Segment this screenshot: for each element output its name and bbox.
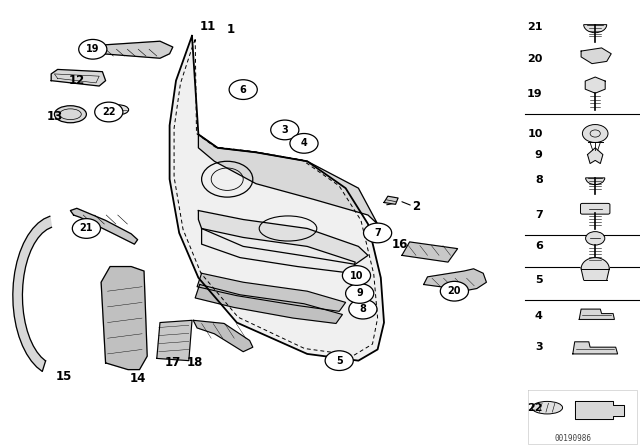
Circle shape	[349, 299, 377, 319]
Text: 19: 19	[86, 44, 100, 54]
Polygon shape	[198, 134, 378, 224]
Text: 00190986: 00190986	[554, 434, 591, 443]
Text: 18: 18	[187, 356, 204, 370]
Polygon shape	[585, 77, 605, 93]
Polygon shape	[581, 258, 609, 269]
Polygon shape	[384, 196, 398, 204]
Circle shape	[229, 80, 257, 99]
Polygon shape	[588, 148, 603, 164]
Text: 1: 1	[227, 22, 234, 36]
Text: 20: 20	[527, 54, 543, 64]
Text: 17: 17	[164, 356, 181, 370]
Text: 9: 9	[535, 150, 543, 159]
Polygon shape	[170, 36, 384, 361]
Circle shape	[95, 102, 123, 122]
Polygon shape	[13, 216, 51, 371]
Circle shape	[586, 232, 605, 245]
Circle shape	[582, 125, 608, 142]
Polygon shape	[202, 228, 355, 273]
Polygon shape	[101, 267, 147, 370]
Circle shape	[364, 223, 392, 243]
Text: 7: 7	[374, 228, 381, 238]
Text: 14: 14	[129, 372, 146, 385]
Text: 22: 22	[102, 107, 116, 117]
Circle shape	[346, 284, 374, 303]
Text: 4: 4	[301, 138, 307, 148]
Text: 3: 3	[535, 342, 543, 352]
Wedge shape	[584, 25, 607, 33]
Polygon shape	[157, 320, 192, 361]
Text: 16: 16	[392, 237, 408, 251]
Ellipse shape	[54, 106, 86, 123]
Text: 10: 10	[349, 271, 364, 280]
Text: 2: 2	[412, 199, 420, 213]
Polygon shape	[402, 242, 458, 262]
Text: 5: 5	[336, 356, 342, 366]
Text: 8: 8	[535, 175, 543, 185]
Polygon shape	[581, 269, 609, 280]
Text: 7: 7	[535, 210, 543, 220]
Polygon shape	[102, 41, 173, 58]
Text: 21: 21	[527, 22, 543, 32]
Text: 4: 4	[535, 311, 543, 321]
Polygon shape	[193, 320, 253, 352]
Ellipse shape	[108, 105, 129, 115]
Ellipse shape	[532, 401, 563, 414]
Text: 9: 9	[356, 289, 363, 298]
Text: 13: 13	[46, 110, 63, 123]
Circle shape	[440, 281, 468, 301]
Text: 20: 20	[447, 286, 461, 296]
Text: 11: 11	[200, 20, 216, 34]
Text: 10: 10	[527, 129, 543, 139]
Text: 5: 5	[535, 275, 543, 285]
Polygon shape	[51, 69, 106, 86]
Text: 12: 12	[68, 74, 85, 87]
Text: 19: 19	[527, 89, 543, 99]
Circle shape	[342, 266, 371, 285]
Circle shape	[79, 39, 107, 59]
FancyBboxPatch shape	[580, 203, 610, 214]
Polygon shape	[581, 48, 611, 64]
Text: 3: 3	[282, 125, 288, 135]
Polygon shape	[198, 211, 368, 264]
Wedge shape	[586, 178, 605, 185]
Text: 6: 6	[240, 85, 246, 95]
Text: 22: 22	[527, 403, 543, 413]
Text: 21: 21	[79, 224, 93, 233]
Polygon shape	[579, 309, 614, 319]
Circle shape	[271, 120, 299, 140]
Text: 6: 6	[535, 241, 543, 251]
Circle shape	[325, 351, 353, 370]
Polygon shape	[573, 342, 618, 354]
Text: 8: 8	[360, 304, 366, 314]
Polygon shape	[575, 401, 624, 419]
Circle shape	[72, 219, 100, 238]
Polygon shape	[424, 269, 486, 290]
Polygon shape	[197, 273, 346, 311]
Polygon shape	[195, 284, 342, 323]
Text: 15: 15	[56, 370, 72, 383]
Polygon shape	[70, 208, 138, 244]
Circle shape	[290, 134, 318, 153]
